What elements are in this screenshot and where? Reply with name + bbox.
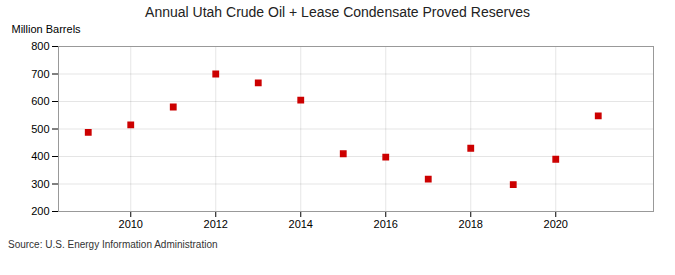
svg-text:800: 800: [31, 40, 49, 52]
svg-text:500: 500: [31, 123, 49, 135]
svg-text:400: 400: [31, 150, 49, 162]
svg-text:2016: 2016: [374, 218, 398, 230]
svg-text:2010: 2010: [119, 218, 143, 230]
svg-text:Million Barrels: Million Barrels: [12, 23, 82, 35]
svg-text:2020: 2020: [544, 218, 568, 230]
html-text:Annual Utah Crude Oil + Lease: Annual Utah Crude Oil + Lease Condensate…: [145, 4, 530, 20]
html-text:Source: U.S. Energy Informatio: Source: U.S. Energy Information Administ…: [8, 239, 218, 250]
svg-text:200: 200: [31, 205, 49, 217]
svg-text:300: 300: [31, 178, 49, 190]
svg-text:600: 600: [31, 95, 49, 107]
svg-text:2014: 2014: [289, 218, 313, 230]
svg-text:2018: 2018: [459, 218, 483, 230]
svg-text:700: 700: [31, 68, 49, 80]
svg-text:2012: 2012: [204, 218, 228, 230]
